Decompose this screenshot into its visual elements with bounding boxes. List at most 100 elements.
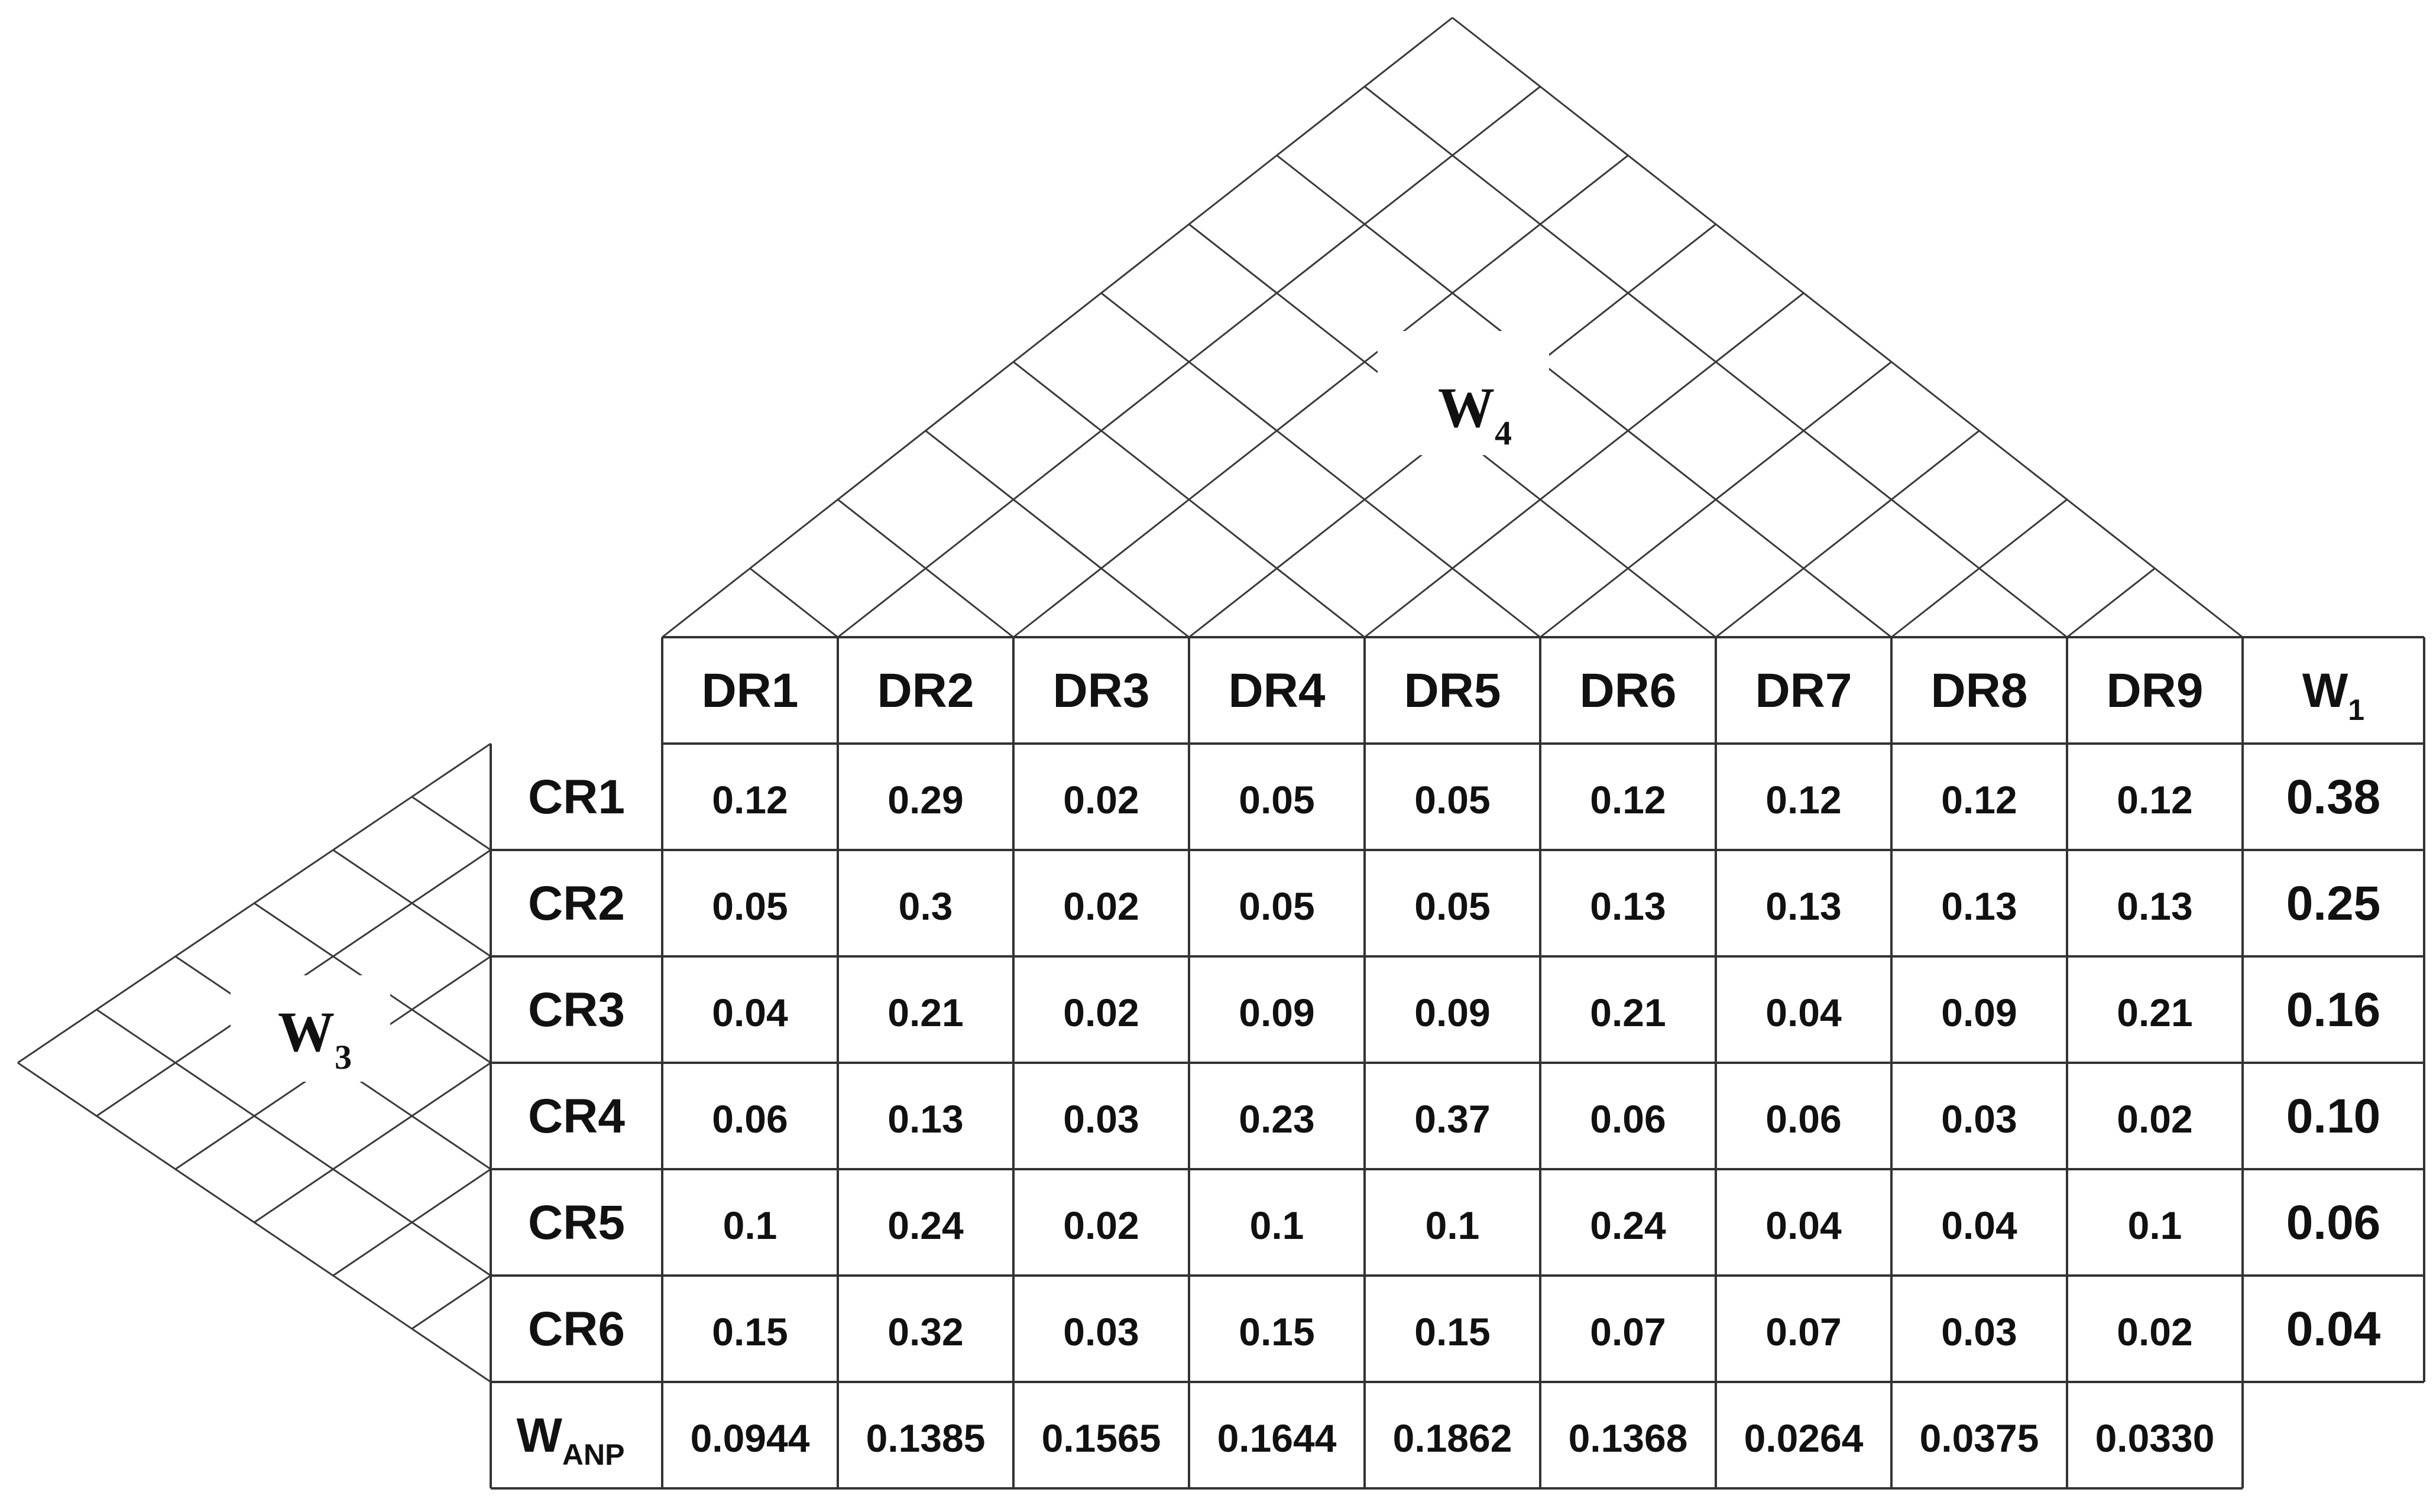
side-grid-line bbox=[96, 1008, 491, 1277]
row-label-cr6: CR6 bbox=[528, 1302, 625, 1356]
cell-value: 0.1 bbox=[1250, 1203, 1304, 1247]
cell-value: 0.05 bbox=[1414, 884, 1490, 928]
cell-value: 0.09 bbox=[1941, 991, 2017, 1034]
cell-value: 0.05 bbox=[1239, 884, 1314, 928]
roof-grid-line bbox=[1364, 292, 1804, 638]
anp-weight-value: 0.0375 bbox=[1920, 1416, 2039, 1460]
cell-value: 0.21 bbox=[1590, 991, 1666, 1034]
row-weight-value: 0.38 bbox=[2286, 770, 2381, 824]
roof-correlation-grid bbox=[662, 17, 2243, 638]
cell-value: 0.07 bbox=[1590, 1310, 1666, 1354]
roof-edge bbox=[662, 17, 1453, 638]
roof-edge bbox=[1452, 17, 2243, 638]
row-weight-value: 0.04 bbox=[2286, 1302, 2381, 1356]
cell-value: 0.24 bbox=[1590, 1203, 1666, 1247]
roof-grid-line bbox=[1276, 154, 1892, 638]
cell-value: 0.03 bbox=[1941, 1097, 2017, 1141]
cell-value: 0.04 bbox=[1941, 1203, 2017, 1247]
cell-value: 0.15 bbox=[1239, 1310, 1314, 1354]
cell-value: 0.07 bbox=[1765, 1310, 1841, 1354]
cell-value: 0.02 bbox=[2117, 1097, 2192, 1141]
cell-value: 0.1 bbox=[1426, 1203, 1480, 1247]
column-header-dr1: DR1 bbox=[701, 664, 798, 718]
row-label-cr1: CR1 bbox=[528, 770, 625, 824]
column-header-dr9: DR9 bbox=[2106, 664, 2203, 718]
cell-value: 0.3 bbox=[899, 884, 953, 928]
roof-grid-line bbox=[1013, 361, 1365, 638]
cell-value: 0.24 bbox=[887, 1203, 964, 1247]
cell-value: 0.02 bbox=[1063, 884, 1139, 928]
cell-value: 0.1 bbox=[2128, 1203, 2182, 1247]
column-header-dr5: DR5 bbox=[1404, 664, 1501, 718]
cell-value: 0.02 bbox=[1063, 1203, 1139, 1247]
cell-value: 0.13 bbox=[1765, 884, 1841, 928]
row-weight-value: 0.10 bbox=[2286, 1089, 2381, 1143]
cell-value: 0.02 bbox=[1063, 778, 1139, 822]
cell-value: 0.02 bbox=[2117, 1310, 2192, 1354]
anp-weight-value: 0.1862 bbox=[1393, 1416, 1512, 1460]
roof-grid-line bbox=[1715, 430, 1980, 638]
side-label-mask bbox=[231, 975, 390, 1082]
cell-value: 0.06 bbox=[1765, 1097, 1841, 1141]
cell-value: 0.13 bbox=[887, 1097, 963, 1141]
cell-value: 0.06 bbox=[712, 1097, 788, 1141]
cell-value: 0.05 bbox=[1414, 778, 1490, 822]
anp-weight-value: 0.0330 bbox=[2095, 1416, 2215, 1460]
weight-column-header: W1 bbox=[2302, 664, 2364, 726]
row-label-cr3: CR3 bbox=[528, 983, 625, 1037]
cell-value: 0.03 bbox=[1941, 1310, 2017, 1354]
cell-value: 0.12 bbox=[712, 778, 788, 822]
cell-value: 0.29 bbox=[887, 778, 963, 822]
row-weight-value: 0.25 bbox=[2286, 877, 2381, 930]
anp-weight-value: 0.0944 bbox=[691, 1416, 810, 1460]
side-grid-line bbox=[411, 796, 491, 851]
anp-weight-value: 0.1565 bbox=[1042, 1416, 1161, 1460]
cell-value: 0.09 bbox=[1414, 991, 1490, 1034]
cell-value: 0.03 bbox=[1063, 1310, 1139, 1354]
cell-value: 0.12 bbox=[1590, 778, 1666, 822]
column-header-dr6: DR6 bbox=[1579, 664, 1676, 718]
cell-value: 0.04 bbox=[1765, 1203, 1842, 1247]
roof-and-side-labels: W4 W3 bbox=[231, 331, 1549, 1082]
matrix-table-grid bbox=[490, 636, 2425, 1490]
cell-value: 0.12 bbox=[2117, 778, 2192, 822]
cell-value: 0.21 bbox=[2117, 991, 2192, 1034]
cell-value: 0.23 bbox=[1239, 1097, 1314, 1141]
cell-value: 0.15 bbox=[1414, 1310, 1490, 1354]
roof-grid-line bbox=[837, 498, 1014, 638]
column-header-dr4: DR4 bbox=[1228, 664, 1325, 718]
side-grid-line bbox=[254, 1062, 491, 1224]
row-label-cr4: CR4 bbox=[528, 1089, 625, 1143]
column-header-dr2: DR2 bbox=[877, 664, 974, 718]
side-grid-line bbox=[411, 1274, 491, 1330]
cell-value: 0.13 bbox=[1590, 884, 1666, 928]
cell-value: 0.05 bbox=[712, 884, 788, 928]
anp-weight-value: 0.0264 bbox=[1744, 1416, 1864, 1460]
cell-value: 0.05 bbox=[1239, 778, 1314, 822]
roof-grid-line bbox=[749, 567, 838, 638]
row-label-cr5: CR5 bbox=[528, 1196, 625, 1250]
cell-value: 0.02 bbox=[1063, 991, 1139, 1034]
matrix-table: DR1 DR2 DR3 DR4 DR5 DR6 DR7 DR8 DR9 W1 CR1 0.12 0.29… bbox=[517, 664, 2381, 1471]
cell-value: 0.13 bbox=[2117, 884, 2192, 928]
anp-weight-value: 0.1385 bbox=[866, 1416, 986, 1460]
roof-grid-line bbox=[1364, 86, 2068, 638]
anp-row-label: WANP bbox=[517, 1409, 625, 1471]
cell-value: 0.21 bbox=[887, 991, 963, 1034]
side-grid-line bbox=[332, 849, 491, 958]
cell-value: 0.04 bbox=[1765, 991, 1842, 1034]
cell-value: 0.06 bbox=[1590, 1097, 1666, 1141]
cell-value: 0.09 bbox=[1239, 991, 1314, 1034]
cell-value: 0.15 bbox=[712, 1310, 788, 1354]
cell-value: 0.03 bbox=[1063, 1097, 1139, 1141]
roof-grid-line bbox=[1100, 292, 1541, 638]
roof-grid-line bbox=[2066, 567, 2156, 638]
column-header-dr3: DR3 bbox=[1052, 664, 1149, 718]
cell-value: 0.1 bbox=[723, 1203, 777, 1247]
roof-grid-line bbox=[1013, 154, 1629, 638]
cell-value: 0.13 bbox=[1941, 884, 2017, 928]
anp-weight-value: 0.1368 bbox=[1569, 1416, 1688, 1460]
cell-value: 0.12 bbox=[1765, 778, 1841, 822]
anp-weight-value: 0.1644 bbox=[1217, 1416, 1337, 1460]
roof-grid-line bbox=[925, 430, 1190, 638]
